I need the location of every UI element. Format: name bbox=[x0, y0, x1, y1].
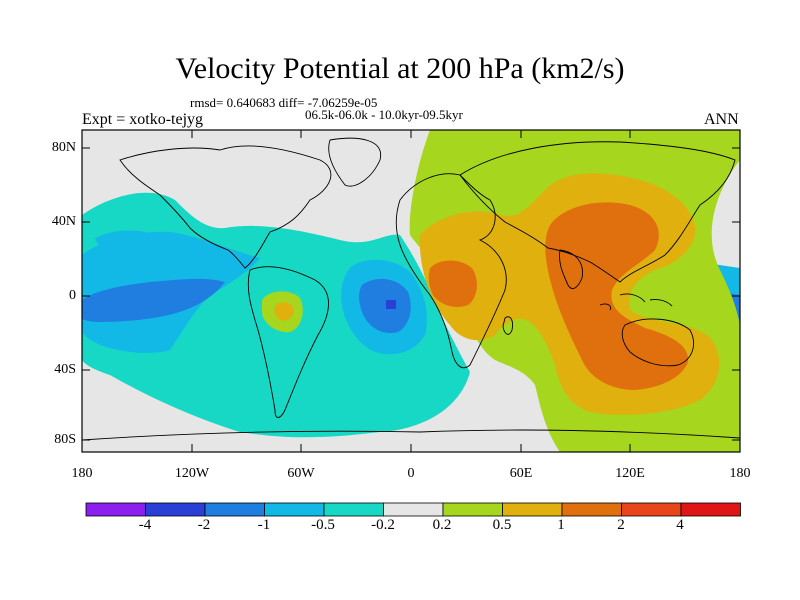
colorbar-box bbox=[442, 502, 503, 517]
colorbar-box bbox=[323, 502, 384, 517]
colorbar-label: -2 bbox=[197, 517, 211, 533]
colorbar-box bbox=[680, 502, 741, 517]
colorbar-box bbox=[561, 502, 622, 517]
colorbar-box bbox=[621, 502, 682, 517]
colorbar-label: 0.5 bbox=[492, 517, 512, 533]
plot-title: Velocity Potential at 200 hPa (km2/s) bbox=[175, 52, 625, 85]
colorbar-label: 0.2 bbox=[432, 517, 452, 533]
colorbar-box bbox=[502, 502, 563, 517]
contour-pos-1-africa bbox=[428, 260, 477, 307]
contour-neg-2-core bbox=[386, 300, 396, 309]
coastlines bbox=[82, 137, 740, 441]
y-label-80s: 80S bbox=[54, 432, 76, 447]
colorbar-box bbox=[264, 502, 325, 517]
contour-field bbox=[82, 130, 740, 452]
y-label-80n: 80N bbox=[51, 140, 76, 155]
colorbar-box bbox=[85, 502, 146, 517]
contour-pos-samerica-core bbox=[274, 302, 294, 321]
y-ticks bbox=[82, 147, 740, 441]
y-label-40s: 40S bbox=[54, 362, 76, 377]
season-label: ANN bbox=[704, 111, 739, 128]
period-line: 06.5k-06.0k - 10.0kyr-09.5kyr bbox=[305, 107, 463, 122]
experiment-label: Expt = xotko-tejyg bbox=[82, 111, 204, 128]
stats-line: rmsd= 0.640683 diff= -7.06259e-05 bbox=[190, 95, 378, 110]
y-label-40n: 40N bbox=[51, 214, 76, 229]
colorbar-box bbox=[204, 502, 265, 517]
colorbar-label: 1 bbox=[557, 517, 565, 533]
colorbar-label: -0.5 bbox=[311, 517, 335, 533]
x-label-180e: 180 bbox=[729, 466, 751, 481]
colorbar-box bbox=[145, 502, 206, 517]
colorbar-box bbox=[383, 502, 444, 517]
colorbar bbox=[85, 502, 741, 517]
x-label-0: 0 bbox=[407, 466, 415, 481]
colorbar-label: -1 bbox=[257, 517, 271, 533]
contour-neg-1-pacific bbox=[82, 278, 225, 322]
x-label-120e: 120E bbox=[615, 466, 645, 481]
colorbar-label: -4 bbox=[138, 517, 152, 533]
colorbar-label: 2 bbox=[617, 517, 625, 533]
y-label-0: 0 bbox=[69, 288, 76, 303]
contour-neg-1-atlantic bbox=[359, 278, 411, 334]
contour-neg-05-north bbox=[95, 230, 160, 250]
x-label-180w: 180 bbox=[71, 466, 93, 481]
colorbar-label: 4 bbox=[676, 517, 684, 533]
colorbar-label: -0.2 bbox=[371, 517, 395, 533]
x-ticks bbox=[81, 130, 741, 452]
x-label-60w: 60W bbox=[287, 466, 315, 481]
x-label-120w: 120W bbox=[174, 466, 210, 481]
x-label-60e: 60E bbox=[509, 466, 533, 481]
contour-pos-1-asia bbox=[545, 202, 689, 390]
